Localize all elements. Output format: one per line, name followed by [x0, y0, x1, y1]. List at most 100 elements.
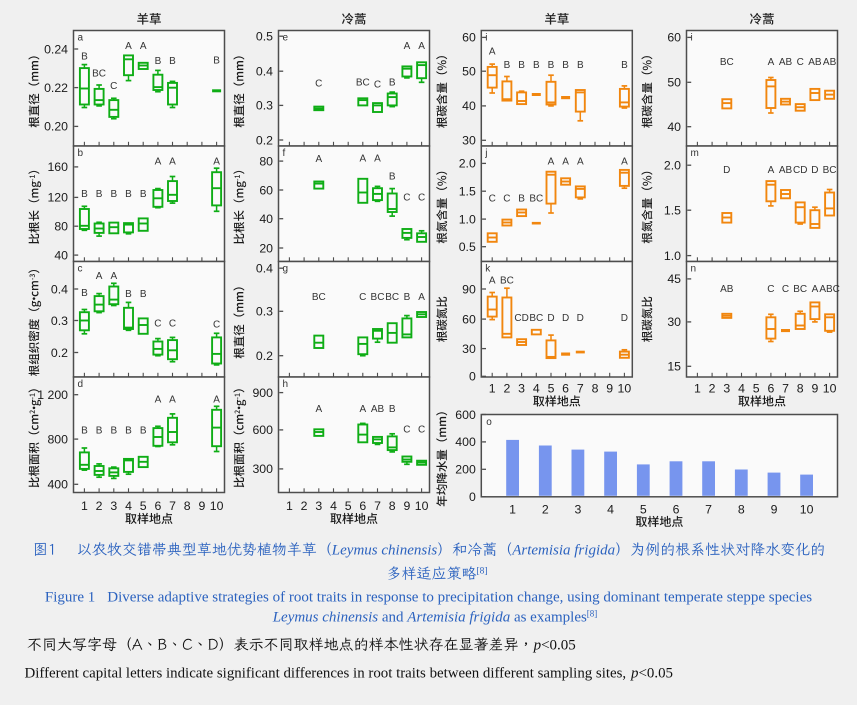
svg-text:A: A: [812, 284, 819, 295]
svg-text:g: g: [283, 263, 289, 274]
svg-text:0.2: 0.2: [256, 133, 273, 147]
svg-text:B: B: [562, 60, 569, 71]
svg-text:BC: BC: [371, 292, 385, 303]
svg-text:D: D: [811, 165, 818, 176]
svg-text:Diverse adaptive strategies of: Diverse adaptive strategies of root trai…: [107, 590, 812, 606]
svg-text:BC: BC: [529, 194, 543, 205]
svg-text:10: 10: [415, 499, 429, 513]
svg-text:BC: BC: [720, 57, 734, 68]
svg-text:o: o: [486, 417, 492, 428]
svg-text:B: B: [125, 189, 132, 200]
svg-text:C: C: [154, 318, 161, 329]
svg-text:B: B: [110, 189, 117, 200]
svg-text:5: 5: [548, 382, 555, 396]
svg-text:A: A: [562, 156, 569, 167]
svg-text:300: 300: [252, 462, 273, 476]
svg-text:5: 5: [640, 502, 647, 516]
svg-text:0.4: 0.4: [256, 65, 273, 79]
svg-text:8: 8: [184, 499, 191, 513]
svg-text:D: D: [723, 165, 730, 176]
svg-text:40: 40: [259, 212, 273, 226]
svg-text:AB: AB: [720, 284, 734, 295]
svg-text:A: A: [125, 41, 132, 52]
svg-text:7: 7: [577, 382, 584, 396]
svg-text:B: B: [504, 60, 511, 71]
svg-text:BC: BC: [500, 275, 514, 286]
svg-text:c: c: [78, 263, 83, 274]
svg-text:e: e: [283, 32, 289, 43]
svg-text:A: A: [577, 156, 584, 167]
svg-text:D: D: [547, 313, 554, 324]
svg-text:AB: AB: [808, 57, 822, 68]
svg-text:<0.05: <0.05: [639, 666, 673, 682]
svg-text:0.3: 0.3: [51, 314, 68, 328]
svg-text:9: 9: [811, 382, 818, 396]
svg-text:Artemisia frigida: Artemisia frigida: [406, 610, 510, 626]
svg-text:8: 8: [592, 382, 599, 396]
svg-text:B: B: [140, 289, 147, 300]
svg-text:A: A: [359, 404, 366, 415]
svg-text:9: 9: [198, 499, 205, 513]
svg-text:10: 10: [800, 502, 814, 516]
svg-text:0.5: 0.5: [459, 240, 476, 254]
svg-text:90: 90: [462, 282, 476, 296]
svg-text:C: C: [418, 425, 425, 436]
svg-text:1.5: 1.5: [459, 185, 476, 199]
svg-text:C: C: [418, 193, 425, 204]
svg-text:0.4: 0.4: [51, 282, 68, 296]
svg-text:B: B: [404, 292, 411, 303]
svg-text:k: k: [485, 263, 491, 274]
svg-text:7: 7: [705, 502, 712, 516]
svg-text:0.3: 0.3: [256, 305, 273, 319]
svg-text:BC: BC: [312, 292, 326, 303]
svg-text:B: B: [81, 288, 88, 299]
svg-text:50: 50: [462, 65, 476, 79]
svg-text:Figure 1: Figure 1: [45, 590, 95, 606]
svg-text:9: 9: [403, 499, 410, 513]
svg-text:B: B: [81, 189, 88, 200]
svg-text:A: A: [155, 394, 162, 405]
svg-text:ABC: ABC: [819, 284, 840, 295]
svg-text:9: 9: [771, 502, 778, 516]
svg-text:A: A: [140, 41, 147, 52]
svg-text:B: B: [125, 289, 132, 300]
svg-text:0.4: 0.4: [256, 262, 273, 276]
svg-text:5: 5: [140, 499, 147, 513]
svg-text:6: 6: [767, 382, 774, 396]
svg-text:1: 1: [286, 499, 293, 513]
svg-text:900: 900: [252, 386, 273, 400]
svg-text:B: B: [155, 56, 162, 67]
svg-text:0: 0: [469, 370, 476, 384]
svg-text:10: 10: [210, 499, 224, 513]
svg-text:A: A: [213, 156, 220, 167]
svg-text:3: 3: [518, 382, 525, 396]
svg-text:AB: AB: [779, 57, 793, 68]
svg-text:i: i: [691, 32, 693, 43]
svg-text:B: B: [389, 404, 396, 415]
svg-text:BC: BC: [793, 284, 807, 295]
svg-text:A: A: [418, 41, 425, 52]
svg-text:2: 2: [503, 382, 510, 396]
svg-text:8: 8: [389, 499, 396, 513]
svg-text:CD: CD: [793, 165, 807, 176]
svg-text:1.5: 1.5: [664, 204, 681, 218]
svg-text:BC: BC: [92, 69, 106, 80]
svg-text:600: 600: [252, 423, 273, 437]
svg-text:B: B: [533, 60, 540, 71]
svg-text:D: D: [621, 313, 628, 324]
svg-text:800: 800: [47, 432, 68, 446]
svg-text:6: 6: [154, 499, 161, 513]
svg-text:A: A: [418, 292, 425, 303]
svg-text:10: 10: [618, 382, 632, 396]
svg-text:A: A: [110, 271, 117, 282]
svg-text:A: A: [315, 154, 322, 165]
svg-text:p: p: [533, 638, 542, 654]
svg-text:BC: BC: [823, 165, 837, 176]
svg-text:4: 4: [125, 499, 132, 513]
svg-text:BC: BC: [356, 78, 370, 89]
svg-text:0.22: 0.22: [44, 81, 68, 95]
svg-text:A: A: [489, 275, 496, 286]
svg-text:C: C: [782, 284, 789, 295]
svg-text:A: A: [548, 156, 555, 167]
svg-text:Leymus chinensis: Leymus chinensis: [272, 610, 379, 626]
